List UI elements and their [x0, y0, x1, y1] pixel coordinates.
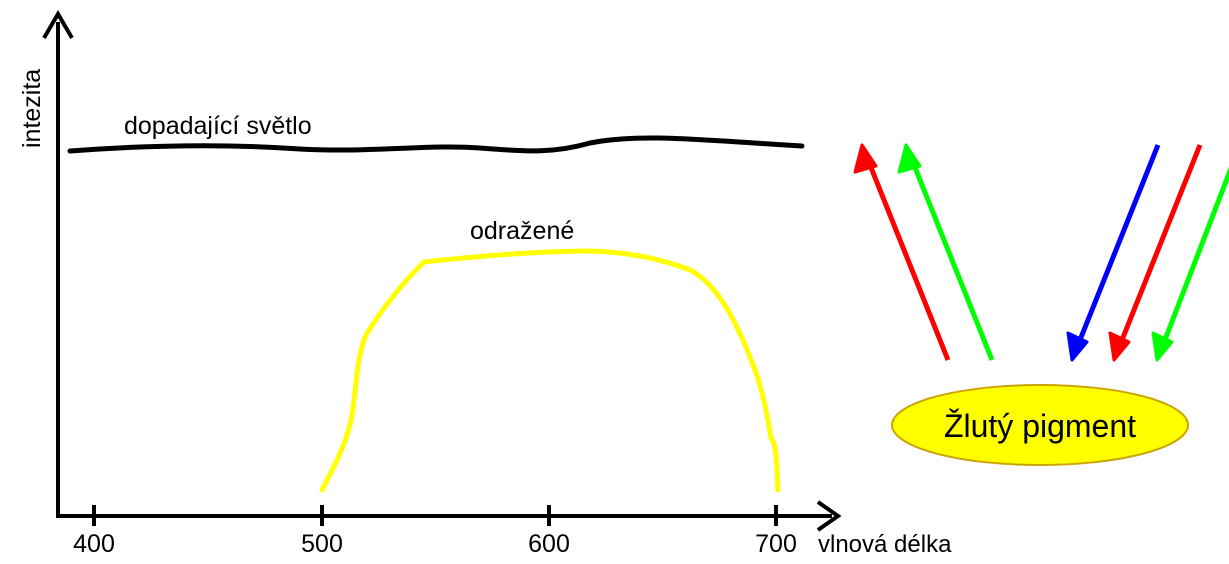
pigment-ellipse	[891, 384, 1189, 466]
incoming-blue-arrow	[1075, 144, 1161, 346]
incoming-red-arrowhead-icon	[1108, 331, 1131, 362]
incoming-red-arrow	[1117, 144, 1203, 346]
y-axis-label: intezita	[18, 69, 46, 148]
reflected-light-label: odražené	[470, 217, 574, 245]
reflected-green-arrowhead-icon	[897, 143, 922, 174]
incident-light-label: dopadající světlo	[124, 112, 312, 140]
pigment-label: Žlutý pigment	[944, 408, 1136, 444]
incident-light-curve	[67, 135, 805, 154]
y-axis-arrowhead	[42, 10, 74, 40]
incoming-green-arrow	[1160, 166, 1229, 346]
incoming-blue-arrowhead-icon	[1066, 331, 1089, 362]
x-tick-label-500: 500	[301, 530, 343, 558]
x-axis-label: vlnová délka	[818, 531, 952, 558]
x-tick-label-600: 600	[528, 530, 570, 558]
reflected-green-arrow	[909, 159, 995, 361]
reflected-light-curve	[319, 248, 781, 493]
reflected-red-arrowhead-icon	[853, 143, 878, 174]
x-tick-label-400: 400	[73, 530, 115, 558]
reflected-red-arrow	[865, 159, 951, 361]
x-axis-arrowhead	[816, 500, 842, 532]
incoming-green-arrowhead-icon	[1151, 331, 1174, 362]
x-tick-label-700: 700	[755, 530, 797, 558]
